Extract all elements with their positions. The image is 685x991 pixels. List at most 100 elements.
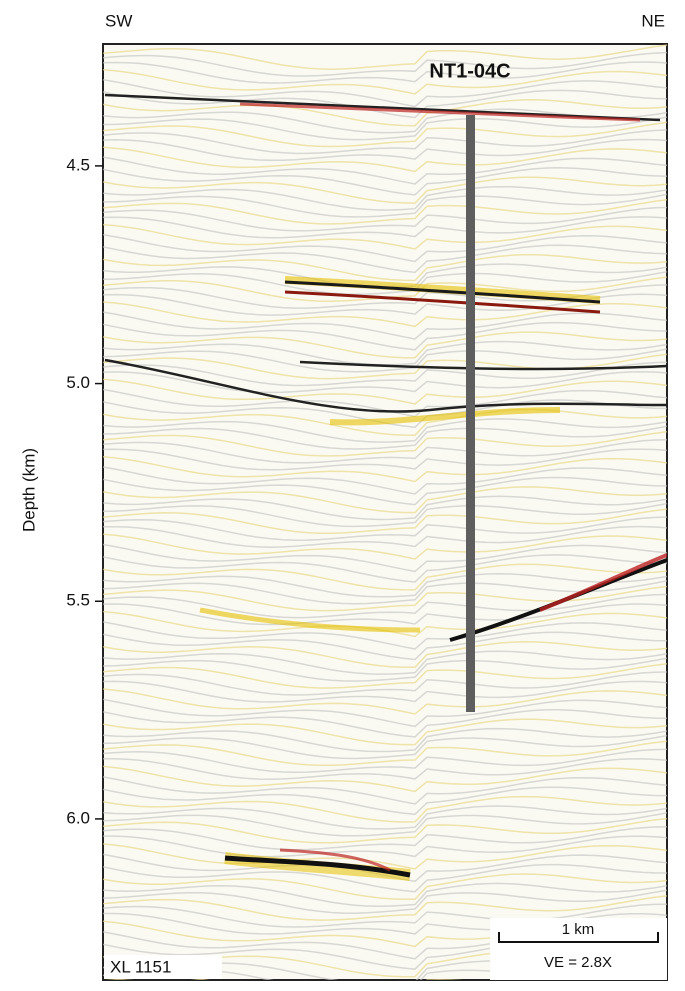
background-reflector — [103, 680, 667, 703]
background-reflector — [103, 348, 667, 373]
background-reflector — [103, 786, 667, 816]
background-reflector — [103, 69, 667, 95]
background-reflector — [103, 657, 667, 682]
background-reflector — [103, 698, 667, 728]
background-reflector — [103, 873, 667, 901]
background-reflector — [103, 378, 667, 405]
y-tick-label: 6.0 — [66, 808, 90, 827]
background-reflector — [103, 301, 667, 328]
y-axis-label: Depth (km) — [19, 448, 38, 532]
background-reflector — [103, 78, 667, 108]
background-reflector — [103, 663, 667, 689]
background-reflector — [103, 456, 667, 483]
background-reflector — [103, 198, 667, 225]
background-reflector — [103, 156, 667, 185]
background-reflector — [103, 982, 667, 986]
background-reflector — [103, 671, 667, 696]
background-reflector — [103, 765, 667, 793]
reflector — [299, 360, 667, 371]
background-reflector — [103, 533, 667, 560]
background-reflector — [103, 543, 667, 573]
background-reflector — [103, 425, 667, 450]
reflector — [284, 280, 601, 304]
background-reflector — [103, 603, 667, 626]
background-reflector — [103, 167, 667, 196]
background-reflector — [103, 580, 667, 605]
background-reflector — [103, 650, 667, 675]
line-label-box — [104, 955, 222, 979]
ve-label: VE = 2.8X — [544, 954, 612, 971]
background-reflector — [103, 508, 667, 535]
background-reflector — [103, 270, 667, 296]
reflector — [104, 358, 667, 413]
background-reflector — [103, 863, 667, 893]
left-direction: SW — [105, 11, 132, 30]
background-reflector — [103, 585, 667, 612]
background-reflector — [103, 321, 667, 351]
background-reflector — [103, 223, 667, 250]
background-reflector — [103, 889, 667, 914]
background-reflector — [103, 718, 667, 746]
background-reflector — [103, 216, 667, 239]
background-reflector — [103, 882, 667, 908]
background-reflector — [103, 244, 667, 274]
background-reflector — [103, 176, 667, 204]
background-reflector — [103, 826, 667, 851]
background-reflector — [103, 44, 667, 70]
scale-label: 1 km — [562, 921, 595, 938]
scale-bar — [498, 932, 659, 943]
background-reflector — [103, 835, 667, 858]
background-reflector — [103, 903, 667, 928]
background-reflector — [103, 641, 667, 668]
background-reflector — [103, 448, 667, 471]
reflector — [284, 276, 601, 304]
background-reflector — [103, 331, 667, 359]
background-reflector — [103, 593, 667, 619]
y-tick-label: 5.0 — [66, 373, 90, 392]
background-reflector — [103, 311, 667, 340]
well-path — [466, 115, 475, 712]
background-reflector — [103, 573, 667, 598]
well-name: NT1-04C — [429, 60, 510, 82]
background-reflector — [103, 758, 667, 780]
background-reflector — [103, 795, 667, 823]
background-reflector — [103, 895, 667, 921]
background-reflector — [103, 748, 667, 774]
background-reflector — [103, 61, 667, 84]
background-reflector — [103, 51, 667, 77]
background-reflector — [103, 185, 667, 211]
background-reflector — [103, 418, 667, 443]
reflector — [239, 102, 641, 122]
background-reflector — [103, 116, 667, 141]
reflector — [199, 607, 421, 633]
background-reflector — [103, 502, 667, 528]
background-reflector — [103, 525, 667, 548]
reflector — [539, 553, 667, 612]
background-reflector — [103, 709, 667, 738]
scale-box — [490, 918, 667, 980]
background-reflector — [103, 486, 667, 514]
reflector — [284, 290, 601, 314]
background-reflector — [103, 206, 667, 232]
background-reflector — [103, 138, 667, 162]
background-reflector — [103, 121, 667, 148]
background-reflector — [103, 361, 667, 387]
background-reflector — [103, 621, 667, 650]
background-reflector — [103, 129, 667, 155]
reflector — [224, 855, 411, 878]
background-reflector — [103, 466, 667, 495]
background-reflector — [103, 843, 667, 870]
background-reflector — [103, 817, 667, 844]
y-tick-label: 5.5 — [66, 591, 90, 610]
background-reflector — [103, 438, 667, 464]
background-reflector — [103, 688, 667, 715]
background-reflector — [103, 554, 667, 583]
background-reflector — [103, 476, 667, 506]
background-reflector — [103, 776, 667, 805]
background-reflector — [103, 146, 667, 173]
background-reflector — [103, 727, 667, 753]
background-reflector — [103, 495, 667, 521]
background-reflector — [103, 631, 667, 661]
reflector — [279, 848, 391, 872]
